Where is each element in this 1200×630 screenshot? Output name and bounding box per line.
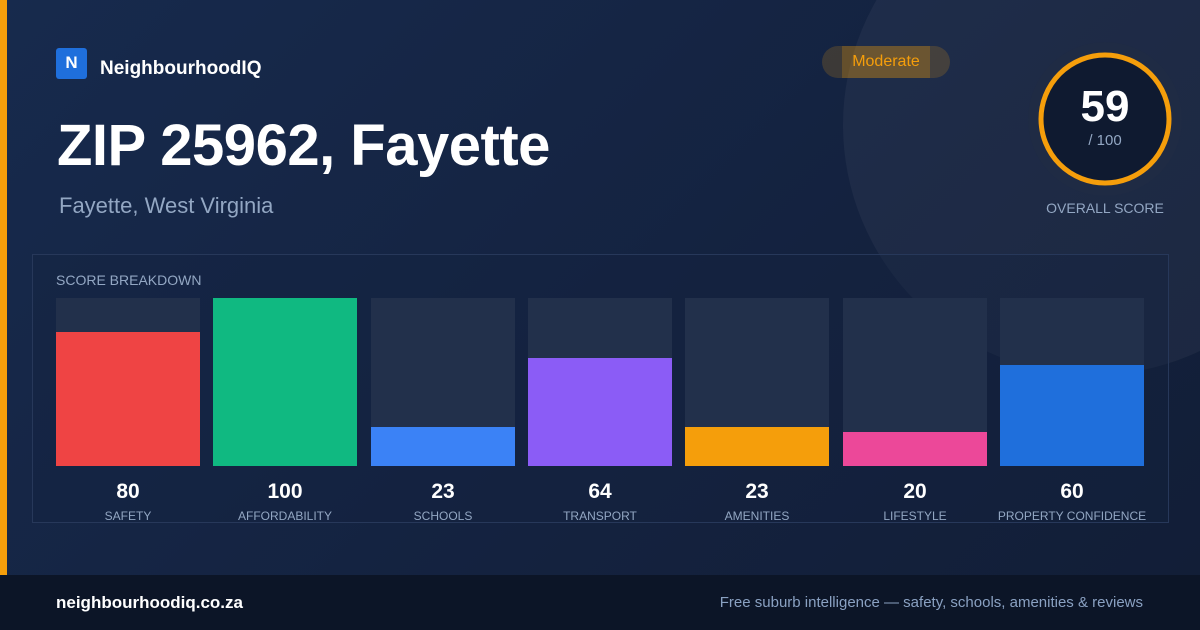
bar-fill (371, 427, 515, 466)
bar-value-label: 80 (116, 480, 140, 503)
bar-category-label: TRANSPORT (563, 509, 637, 523)
badge-highlight (842, 46, 930, 78)
footer: neighbourhoodiq.co.za Free suburb intell… (0, 575, 1200, 630)
rating-badge-label: Moderate (852, 53, 920, 70)
score-ring-graphic (1028, 42, 1182, 196)
bar-fill (685, 427, 829, 466)
bar-value-label: 23 (745, 480, 769, 503)
bar-category-label: PROPERTY CONFIDENCE (997, 509, 1147, 523)
rating-badge: Moderate (822, 46, 950, 78)
bar-track (371, 298, 515, 466)
bar-track (685, 298, 829, 466)
score-ring-stroke (1038, 52, 1172, 186)
bar-fill (56, 332, 200, 466)
overall-score-max: / 100 (1088, 132, 1122, 149)
bar-value-label: 100 (267, 480, 303, 503)
bar-fill (213, 298, 357, 466)
accent-bar (0, 0, 7, 575)
bar-value-label: 64 (588, 480, 612, 503)
page-subtitle: Fayette, West Virginia (59, 193, 274, 218)
bar-track (843, 298, 987, 466)
bar-category-label: LIFESTYLE (883, 509, 947, 523)
bar-track (56, 298, 200, 466)
brand-name: NeighbourhoodIQ (100, 58, 262, 79)
overall-score-value: 59 (1080, 82, 1130, 131)
bar-track (528, 298, 672, 466)
overall-score-label: OVERALL SCORE (1046, 200, 1164, 216)
bar-fill (843, 432, 987, 466)
bar-category-label: SAFETY (104, 509, 152, 523)
overall-score-ring: 59 / 100 (1028, 42, 1182, 196)
brand: N NeighbourhoodIQ (56, 46, 261, 80)
score-breakdown-title: SCORE BREAKDOWN (56, 272, 202, 288)
bar-category-label: AMENITIES (724, 509, 790, 523)
page-title: ZIP 25962, Fayette (57, 113, 550, 178)
bar-track (213, 298, 357, 466)
bar-category-label: SCHOOLS (413, 509, 473, 523)
bar-fill (1000, 365, 1144, 466)
share-card: N NeighbourhoodIQ Moderate ZIP 25962, Fa… (0, 0, 1200, 575)
bar-fill (528, 358, 672, 466)
footer-tagline: Free suburb intelligence — safety, schoo… (719, 594, 1143, 611)
bar-value-label: 60 (1060, 480, 1084, 503)
bar-value-label: 23 (431, 480, 455, 503)
brand-logo-icon: N (56, 47, 87, 79)
bar-category-label: AFFORDABILITY (237, 509, 332, 523)
footer-url: neighbourhoodiq.co.za (56, 593, 243, 612)
bar-track (1000, 298, 1144, 466)
bar-value-label: 20 (903, 480, 927, 503)
